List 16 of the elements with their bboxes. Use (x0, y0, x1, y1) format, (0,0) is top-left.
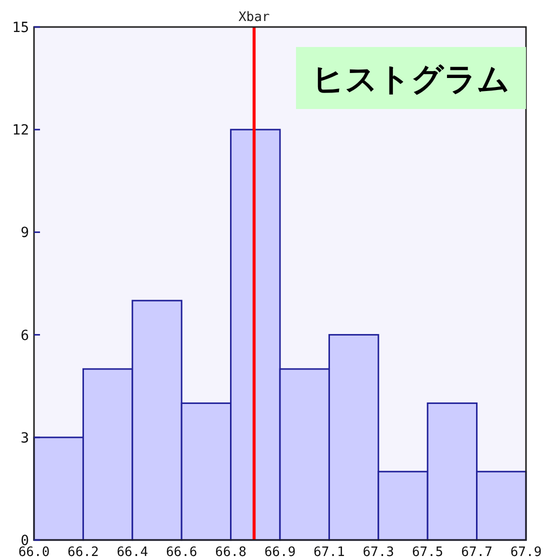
x-tick-label: 66.9 (264, 545, 296, 560)
x-tick-label: 66.4 (116, 545, 148, 560)
y-tick-label: 9 (20, 225, 29, 242)
y-tick-label: 3 (20, 430, 29, 446)
x-tick-label: 66.8 (215, 545, 246, 560)
y-tick-label: 15 (12, 20, 29, 36)
y-tick-label: 12 (12, 122, 29, 139)
x-tick-label: 67.5 (412, 545, 444, 560)
x-tick-label: 66.6 (166, 545, 198, 560)
x-tick-label: 67.3 (362, 545, 394, 560)
x-tick-label: 67.1 (314, 545, 345, 560)
x-tick-label: 66.2 (68, 545, 99, 560)
y-tick-label: 6 (20, 328, 29, 344)
x-tick-label: 67.7 (461, 545, 492, 560)
title: ヒストグラム (296, 47, 526, 109)
x-tick-label: 67.9 (510, 545, 542, 560)
